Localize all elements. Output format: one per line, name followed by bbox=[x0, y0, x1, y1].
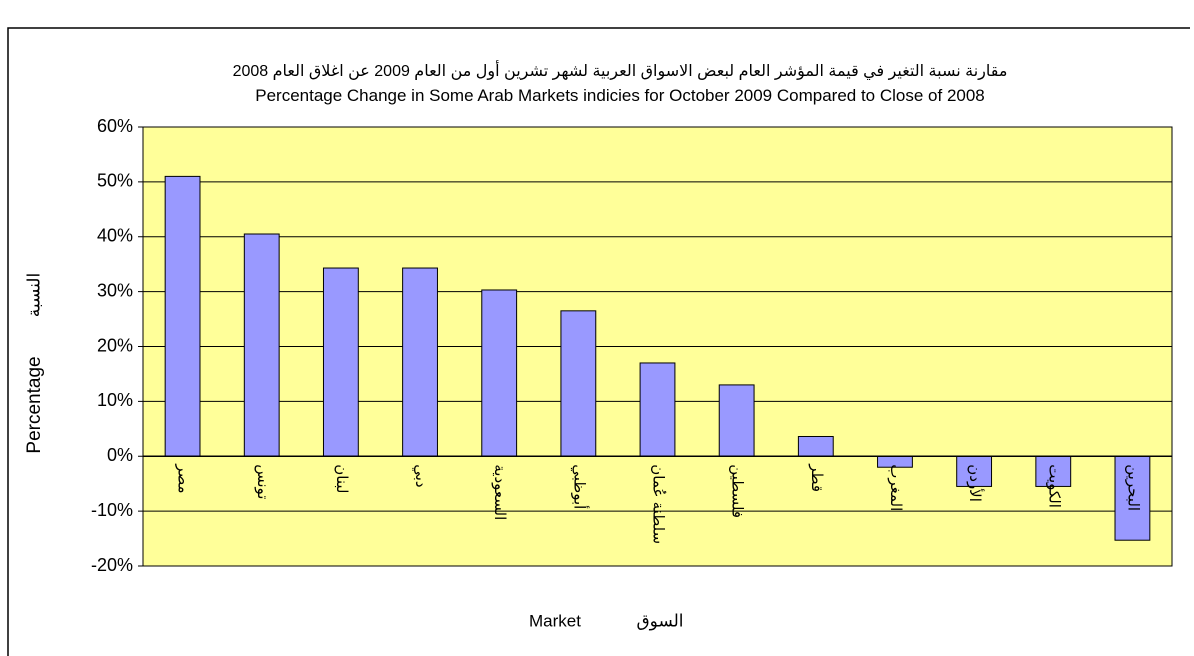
y-axis-label-ar: النسبة bbox=[24, 273, 43, 317]
bar bbox=[718, 384, 755, 457]
y-tick-label: 30% bbox=[97, 280, 133, 300]
y-tick-label: 20% bbox=[97, 335, 133, 355]
chart-title: مقارنة نسبة التغير في قيمة المؤشر العام … bbox=[232, 63, 1008, 80]
bar bbox=[402, 267, 438, 457]
bar bbox=[164, 175, 201, 457]
x-tick-label: المغرب bbox=[887, 464, 904, 511]
y-tick-label: -10% bbox=[91, 500, 133, 520]
x-tick-label: الأردن bbox=[966, 464, 985, 502]
bar bbox=[481, 289, 518, 457]
x-axis-label-ar: السوق bbox=[636, 611, 683, 630]
x-tick-label: لبنان bbox=[333, 464, 350, 493]
bar bbox=[560, 310, 597, 457]
y-tick-label: 0% bbox=[107, 445, 133, 465]
x-tick-label: تونس bbox=[254, 464, 271, 499]
bar bbox=[1114, 455, 1151, 541]
y-tick-label: 10% bbox=[97, 390, 133, 410]
x-tick-label: سلطنة عُمان bbox=[650, 464, 667, 544]
bar bbox=[1035, 455, 1072, 487]
x-tick-label: دبي bbox=[411, 464, 429, 487]
y-tick-label: 50% bbox=[97, 171, 133, 191]
x-tick-label: قطر bbox=[808, 463, 825, 492]
chart-frame bbox=[7, 27, 1190, 656]
x-tick-label: مصر bbox=[175, 463, 192, 493]
bar bbox=[243, 233, 280, 457]
x-tick-label: السعودية bbox=[491, 464, 508, 520]
x-tick-label: فلسطين bbox=[729, 464, 746, 518]
bar bbox=[322, 267, 359, 457]
bar bbox=[797, 435, 834, 457]
y-tick-label: 40% bbox=[97, 226, 133, 246]
x-axis-label: Market bbox=[529, 611, 581, 630]
y-tick-label: 60% bbox=[97, 116, 133, 136]
y-tick-label: -20% bbox=[91, 555, 133, 575]
x-tick-label: البحرين bbox=[1124, 464, 1141, 511]
x-tick-label: أبوظبي bbox=[569, 464, 589, 509]
x-tick-label: الكويت bbox=[1045, 464, 1062, 508]
bar bbox=[956, 455, 993, 487]
bar bbox=[639, 362, 676, 457]
chart-subtitle: Percentage Change in Some Arab Markets i… bbox=[255, 86, 985, 105]
y-axis-label: Percentage bbox=[24, 356, 45, 453]
